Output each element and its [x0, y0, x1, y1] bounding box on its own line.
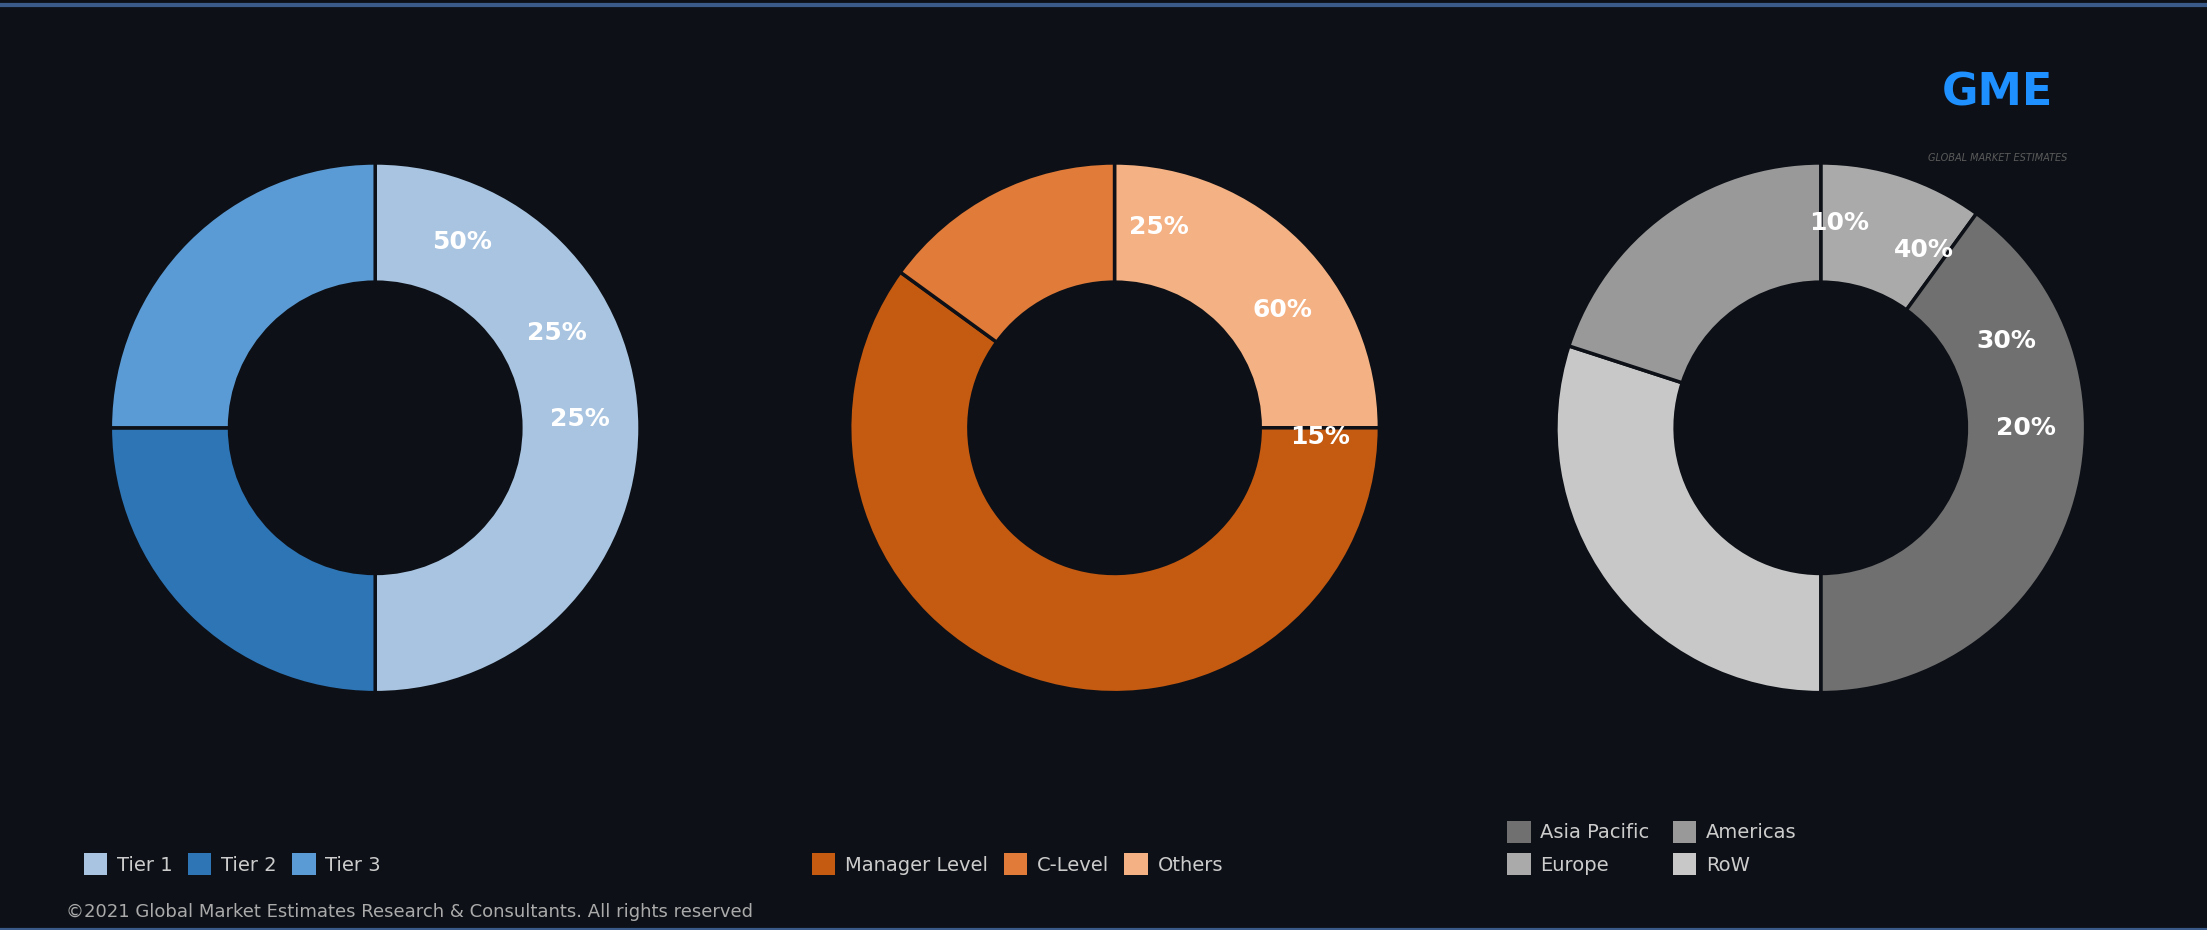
Text: 50%: 50% — [433, 230, 492, 254]
Legend: Asia Pacific, Europe, Americas, RoW: Asia Pacific, Europe, Americas, RoW — [1499, 813, 1805, 884]
Wedge shape — [900, 163, 1115, 342]
Text: 15%: 15% — [1289, 425, 1348, 449]
Text: ©2021 Global Market Estimates Research & Consultants. All rights reserved: ©2021 Global Market Estimates Research &… — [66, 903, 753, 921]
Wedge shape — [1821, 214, 2086, 693]
Text: GME: GME — [1942, 72, 2053, 114]
Wedge shape — [1821, 163, 1977, 310]
Wedge shape — [1115, 163, 1379, 428]
Legend: Tier 1, Tier 2, Tier 3: Tier 1, Tier 2, Tier 3 — [75, 845, 388, 883]
Text: 20%: 20% — [1995, 416, 2057, 440]
Text: 25%: 25% — [550, 406, 609, 431]
Text: GLOBAL MARKET ESTIMATES: GLOBAL MARKET ESTIMATES — [1927, 153, 2068, 163]
Text: 60%: 60% — [1254, 299, 1313, 322]
Text: 40%: 40% — [1894, 238, 1953, 262]
Wedge shape — [110, 428, 375, 693]
Text: 10%: 10% — [1810, 211, 1869, 235]
Legend: Manager Level, C-Level, Others: Manager Level, C-Level, Others — [803, 845, 1232, 883]
Wedge shape — [110, 163, 375, 428]
Wedge shape — [1569, 163, 1821, 383]
Wedge shape — [375, 163, 640, 693]
Wedge shape — [1556, 346, 1821, 693]
Text: 25%: 25% — [1130, 216, 1190, 239]
Wedge shape — [850, 272, 1379, 693]
Text: 30%: 30% — [1977, 329, 2037, 353]
Text: 25%: 25% — [527, 321, 587, 345]
